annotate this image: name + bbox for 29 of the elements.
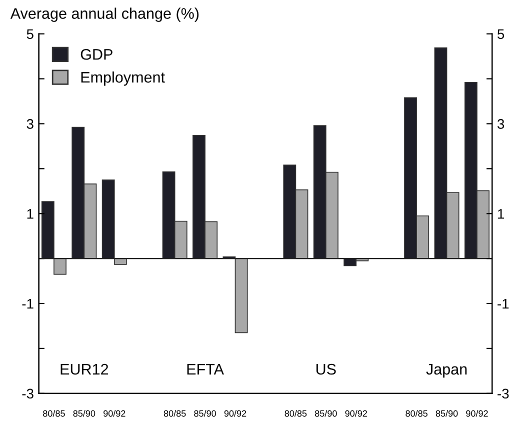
y-axis-title: Average annual change (%) — [10, 8, 199, 22]
y-tick-label: -1 — [22, 298, 34, 309]
x-tick-label: 90/92 — [224, 410, 246, 417]
legend-label: Employment — [81, 71, 165, 86]
x-tick-label: 90/92 — [104, 410, 126, 417]
x-tick-label: 80/85 — [406, 410, 428, 417]
y-tick-label: 1 — [27, 209, 34, 219]
y-tick-label: -3 — [22, 388, 34, 399]
annotation: Japan — [426, 364, 467, 378]
annotation: EFTA — [187, 364, 224, 374]
x-tick-label: 80/85 — [284, 410, 307, 417]
y-tick-label: 5 — [26, 29, 34, 40]
x-tick-label: 80/85 — [43, 410, 65, 417]
x-tick-label: 90/92 — [345, 410, 367, 417]
x-tick-label: 85/90 — [436, 410, 458, 417]
x-tick-label: 90/92 — [466, 410, 488, 417]
x-tick-label: 85/90 — [315, 410, 337, 417]
x-tick-label: 85/90 — [194, 410, 216, 417]
y2-tick-label: -1 — [498, 298, 509, 309]
y-tick-label: 3 — [26, 119, 34, 129]
x-tick-label: 80/85 — [164, 410, 186, 417]
annotation: EUR12 — [60, 364, 108, 375]
y2-tick-label: 1 — [498, 209, 504, 219]
y2-tick-label: -3 — [498, 388, 509, 399]
y2-tick-label: 5 — [498, 29, 504, 40]
y2-tick-label: 3 — [497, 119, 504, 129]
legend-label: GDP — [80, 48, 112, 60]
annotation: US — [316, 364, 336, 375]
x-tick-label: 85/90 — [73, 410, 96, 417]
